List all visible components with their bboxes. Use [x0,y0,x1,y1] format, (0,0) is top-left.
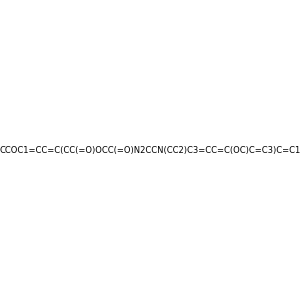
Text: CCOC1=CC=C(CC(=O)OCC(=O)N2CCN(CC2)C3=CC=C(OC)C=C3)C=C1: CCOC1=CC=C(CC(=O)OCC(=O)N2CCN(CC2)C3=CC=… [0,146,300,154]
